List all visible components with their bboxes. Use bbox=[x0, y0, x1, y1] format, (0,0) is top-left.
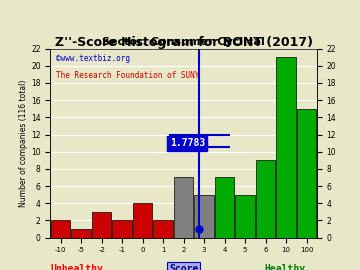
Bar bbox=[174, 177, 193, 238]
Bar bbox=[71, 229, 91, 238]
Bar bbox=[235, 195, 255, 238]
Y-axis label: Number of companies (116 total): Number of companies (116 total) bbox=[19, 79, 28, 207]
Bar bbox=[256, 160, 275, 238]
Text: Sector: Consumer Cyclical: Sector: Consumer Cyclical bbox=[102, 37, 265, 47]
Text: Unhealthy: Unhealthy bbox=[51, 264, 103, 270]
Text: The Research Foundation of SUNY: The Research Foundation of SUNY bbox=[56, 71, 199, 80]
Text: 1.7783: 1.7783 bbox=[170, 138, 205, 148]
Bar bbox=[297, 109, 316, 238]
Bar bbox=[51, 220, 71, 238]
Bar bbox=[194, 195, 214, 238]
Text: Healthy: Healthy bbox=[264, 264, 305, 270]
Title: Z''-Score Histogram for BONT (2017): Z''-Score Histogram for BONT (2017) bbox=[55, 36, 312, 49]
Bar bbox=[215, 177, 234, 238]
Bar bbox=[92, 212, 111, 238]
Bar bbox=[153, 220, 173, 238]
Bar bbox=[133, 203, 152, 238]
Bar bbox=[112, 220, 132, 238]
Bar bbox=[276, 57, 296, 238]
Text: Score: Score bbox=[169, 264, 198, 270]
Text: ©www.textbiz.org: ©www.textbiz.org bbox=[56, 54, 130, 63]
